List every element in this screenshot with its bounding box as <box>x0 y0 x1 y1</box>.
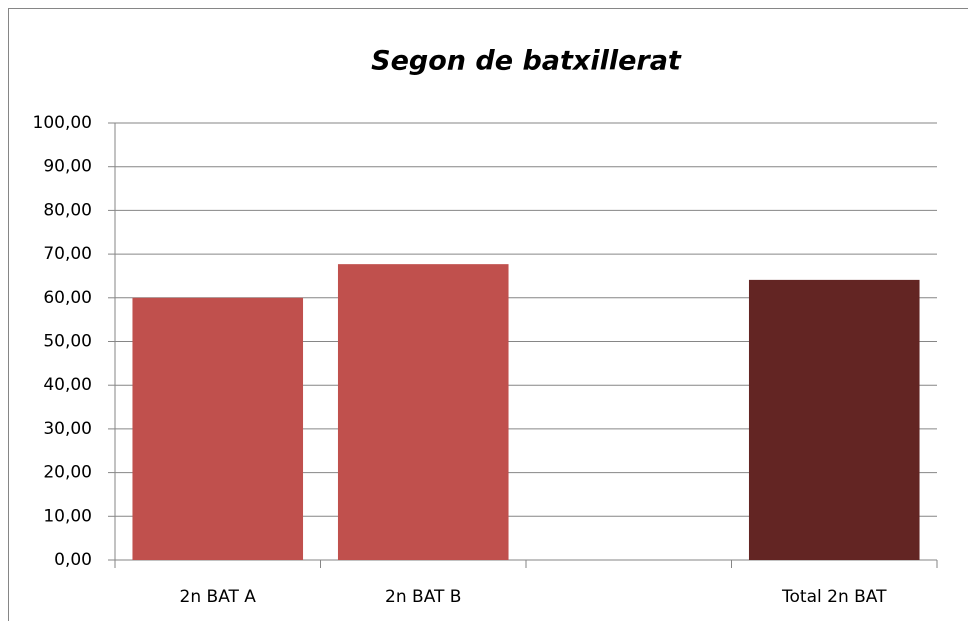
y-tick-label: 80,00 <box>43 200 92 220</box>
chart-title: Segon de batxillerat <box>371 46 682 77</box>
y-tick-label: 90,00 <box>43 157 92 177</box>
x-tick-label: 2n BAT B <box>385 587 461 607</box>
y-tick-label: 30,00 <box>43 419 92 439</box>
y-tick-label: 40,00 <box>43 375 92 395</box>
y-tick-label: 20,00 <box>43 463 92 483</box>
y-tick-label: 50,00 <box>43 332 92 352</box>
y-tick-label: 10,00 <box>43 506 92 526</box>
y-tick-label: 0,00 <box>54 550 92 570</box>
bar <box>749 280 920 560</box>
bar <box>338 264 509 560</box>
x-tick-label: 2n BAT A <box>180 587 257 607</box>
bar <box>132 298 303 560</box>
x-tick-label: Total 2n BAT <box>781 587 887 607</box>
y-tick-label: 100,00 <box>33 113 92 133</box>
y-tick-label: 70,00 <box>43 244 92 264</box>
y-tick-label: 60,00 <box>43 288 92 308</box>
